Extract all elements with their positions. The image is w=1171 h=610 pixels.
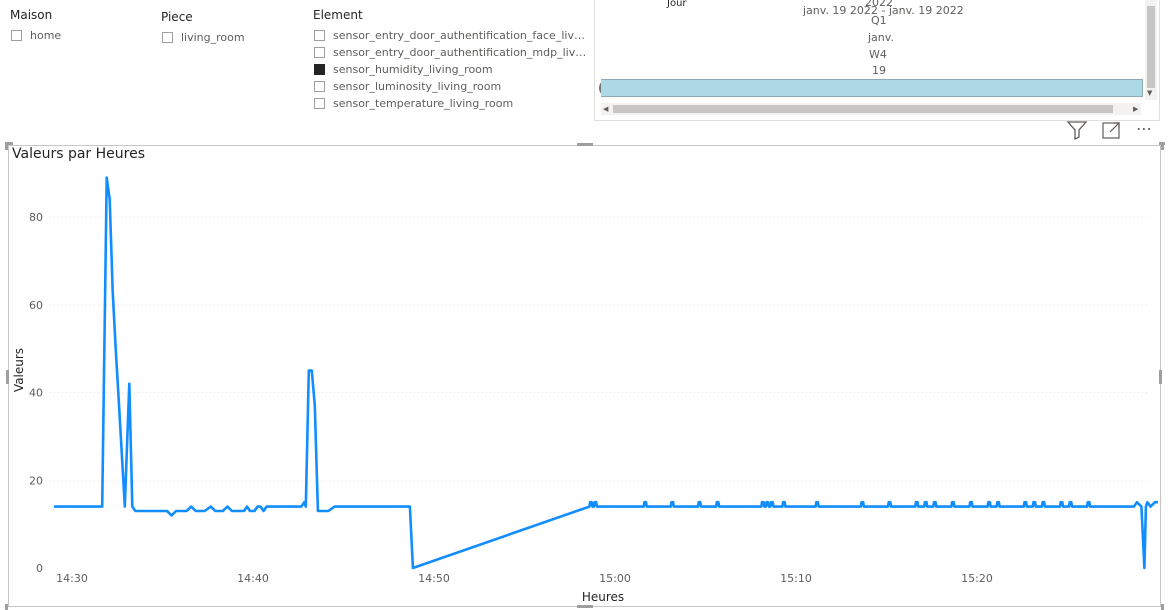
slicer-items: living_room — [161, 29, 245, 46]
resize-handle[interactable] — [5, 142, 8, 150]
vertical-scrollbar-thumb[interactable] — [1147, 6, 1155, 88]
hierarchy-year: 2022 — [865, 0, 893, 9]
scroll-left-icon[interactable]: ◀ — [603, 105, 609, 113]
slicer-items: home — [10, 27, 61, 44]
x-axis-title: Heures — [582, 590, 624, 604]
slicer-item[interactable]: sensor_humidity_living_room — [313, 61, 588, 78]
x-tick-label: 14:50 — [418, 572, 450, 585]
checkbox[interactable] — [314, 98, 325, 109]
hierarchy-quarter: Q1 — [871, 14, 887, 27]
checkbox[interactable] — [11, 30, 22, 41]
chart-title: Valeurs par Heures — [12, 146, 145, 162]
resize-handle[interactable] — [5, 604, 8, 610]
hierarchy-month: janv. — [868, 31, 894, 44]
slicer-item[interactable]: living_room — [161, 29, 245, 46]
scroll-down-icon[interactable]: ▼ — [1147, 89, 1153, 97]
resize-handle[interactable] — [5, 142, 13, 145]
x-tick-label: 14:30 — [56, 572, 88, 585]
slicer-item[interactable]: sensor_luminosity_living_room — [313, 78, 588, 95]
y-tick-label: 0 — [36, 562, 43, 575]
hierarchy-jour-label: Jour — [667, 0, 687, 9]
slicer-title: Maison — [10, 8, 53, 22]
hierarchy-day: 19 — [872, 64, 886, 77]
slicer-item[interactable]: sensor_temperature_living_room — [313, 95, 588, 112]
resize-handle[interactable] — [6, 370, 9, 384]
checkbox[interactable] — [314, 81, 325, 92]
horizontal-scrollbar-thumb[interactable] — [613, 105, 1113, 113]
hierarchy-week: W4 — [869, 48, 887, 61]
series-line-humidity — [53, 176, 1158, 570]
vertical-scrollbar[interactable]: ▼ — [1145, 0, 1157, 100]
filter-icon[interactable] — [1066, 120, 1088, 141]
resize-handle[interactable] — [1159, 370, 1162, 384]
more-options-icon[interactable]: ⋯ — [1136, 119, 1153, 138]
hierarchy-date-range: janv. 19 2022 - janv. 19 2022 — [803, 4, 964, 17]
y-tick-label: 60 — [29, 299, 43, 312]
resize-handle[interactable] — [1161, 142, 1164, 150]
slicer-item[interactable]: sensor_entry_door_authentification_face_… — [313, 27, 588, 44]
slicer-item[interactable]: home — [10, 27, 61, 44]
slicer-title: Element — [313, 8, 363, 22]
checkbox[interactable] — [314, 64, 325, 75]
x-tick-label: 15:20 — [961, 572, 993, 585]
x-tick-label: 14:40 — [237, 572, 269, 585]
y-tick-label: 40 — [29, 387, 43, 400]
scroll-right-icon[interactable]: ▶ — [1133, 105, 1139, 113]
slicer-item-label: living_room — [181, 31, 245, 44]
slicer-element: Element sensor_entry_door_authentificati… — [313, 8, 588, 112]
checkbox[interactable] — [314, 47, 325, 58]
slicer-items: sensor_entry_door_authentification_face_… — [313, 27, 588, 112]
slicer-piece: Piece living_room — [161, 10, 245, 46]
resize-handle[interactable] — [577, 143, 593, 146]
focus-mode-icon[interactable] — [1101, 120, 1123, 140]
slicer-item[interactable]: sensor_entry_door_authentification_mdp_l… — [313, 44, 588, 61]
y-axis-title: Valeurs — [12, 348, 26, 392]
date-hierarchy-panel: Jour 2022 janv. 19 2022 - janv. 19 2022 … — [594, 0, 1160, 121]
y-tick-label: 20 — [29, 474, 43, 487]
resize-handle[interactable] — [1161, 604, 1164, 610]
slicer-maison: Maison home — [10, 8, 61, 44]
line-chart-visual[interactable] — [5, 142, 1165, 610]
resize-handle[interactable] — [577, 605, 593, 608]
checkbox[interactable] — [314, 30, 325, 41]
horizontal-scrollbar[interactable]: ◀ ▶ — [601, 103, 1141, 115]
timeline-bar[interactable] — [601, 79, 1143, 97]
y-tick-label: 80 — [29, 211, 43, 224]
checkbox[interactable] — [162, 32, 173, 43]
slicer-item-label: home — [30, 29, 62, 42]
x-tick-label: 15:10 — [780, 572, 812, 585]
x-tick-label: 15:00 — [599, 572, 631, 585]
slicer-title: Piece — [161, 10, 193, 24]
